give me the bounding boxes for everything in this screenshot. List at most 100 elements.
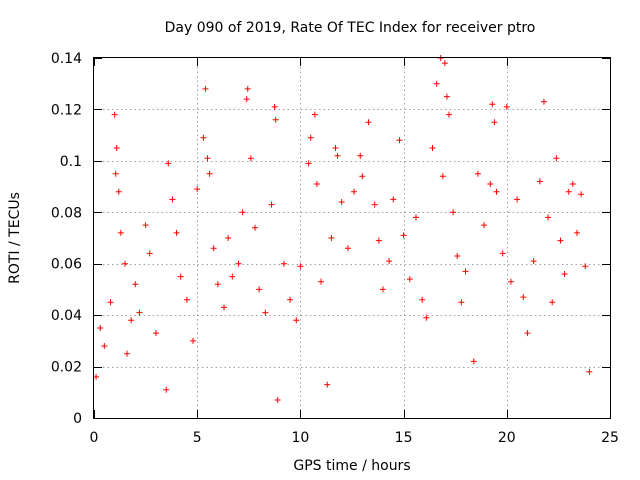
data-point	[489, 101, 496, 108]
data-point	[239, 209, 246, 216]
data-point	[204, 155, 211, 162]
data-point	[524, 330, 531, 337]
data-point	[206, 170, 213, 177]
data-point	[433, 80, 440, 87]
y-tick-label: 0.12	[51, 102, 82, 118]
y-tick-label: 0.08	[51, 205, 82, 221]
data-point	[573, 229, 580, 236]
data-point	[113, 145, 120, 151]
data-point	[545, 214, 552, 221]
data-point	[507, 278, 514, 285]
data-point	[578, 191, 585, 198]
data-point	[390, 196, 397, 203]
data-point	[443, 93, 450, 100]
data-point	[214, 281, 221, 288]
data-point	[318, 278, 325, 285]
data-point	[305, 160, 312, 167]
data-point	[491, 119, 498, 126]
data-point	[165, 160, 172, 167]
data-point	[142, 222, 149, 229]
data-point	[210, 245, 217, 252]
data-point	[400, 232, 407, 239]
x-tick-label: 0	[90, 430, 99, 446]
data-point	[462, 268, 469, 275]
data-point	[359, 173, 366, 180]
data-point	[136, 309, 143, 316]
data-point	[540, 98, 547, 105]
data-point	[271, 103, 278, 110]
data-point	[557, 237, 564, 244]
data-point	[262, 309, 269, 316]
data-point	[221, 304, 228, 311]
data-point	[152, 330, 159, 337]
data-point	[582, 263, 589, 270]
data-point	[287, 296, 294, 303]
data-point	[124, 350, 131, 357]
y-axis-title: ROTI / TECUs	[7, 192, 23, 284]
y-tick-label: 0.04	[51, 308, 82, 324]
data-point	[487, 181, 494, 187]
data-point	[280, 260, 287, 267]
axis-ticks	[94, 58, 611, 419]
data-point	[146, 250, 153, 257]
x-tick-label: 20	[498, 430, 516, 446]
data-point	[454, 253, 461, 259]
data-point	[177, 273, 184, 280]
data-point	[272, 116, 279, 123]
y-tick-label: 0.14	[51, 51, 82, 67]
data-point	[499, 250, 506, 257]
x-tick-label: 15	[395, 430, 413, 446]
data-point	[169, 196, 176, 203]
data-point	[97, 325, 104, 331]
data-point	[569, 181, 576, 187]
data-point	[386, 258, 393, 265]
data-point	[243, 96, 250, 103]
data-point	[200, 134, 207, 141]
data-point	[132, 281, 139, 288]
data-point	[586, 368, 593, 375]
data-point	[202, 85, 209, 92]
data-point	[439, 173, 446, 180]
data-point	[163, 386, 170, 393]
data-point	[396, 137, 403, 144]
y-tick-label: 0.06	[51, 257, 82, 273]
data-point	[101, 343, 108, 349]
data-point	[307, 134, 314, 141]
data-point	[446, 111, 453, 118]
x-axis-title: GPS time / hours	[293, 458, 410, 474]
data-point	[112, 170, 119, 177]
data-point	[344, 245, 351, 252]
data-point	[493, 188, 500, 195]
data-point	[423, 314, 430, 321]
data-point	[429, 145, 436, 151]
data-point	[247, 155, 254, 162]
data-point	[470, 358, 477, 365]
data-point	[412, 214, 419, 221]
data-point	[128, 317, 135, 324]
data-point	[111, 111, 118, 118]
data-point	[293, 317, 300, 324]
data-point	[338, 199, 345, 205]
data-point	[450, 209, 457, 216]
data-point	[225, 235, 232, 241]
data-point	[458, 299, 465, 306]
data-point	[297, 263, 304, 270]
data-point	[536, 178, 543, 185]
data-point	[194, 186, 201, 193]
y-tick-label: 0.02	[51, 360, 82, 376]
data-point	[251, 224, 258, 231]
data-point	[235, 260, 242, 267]
data-point	[274, 397, 281, 403]
data-point	[375, 237, 382, 244]
data-point	[313, 181, 320, 187]
data-point	[311, 111, 318, 118]
chart-title: Day 090 of 2019, Rate Of TEC Index for r…	[165, 20, 536, 36]
data-point	[229, 273, 236, 280]
data-point	[441, 60, 448, 67]
data-point	[244, 85, 251, 92]
data-points	[93, 55, 593, 403]
data-point	[371, 201, 378, 208]
data-point	[379, 286, 386, 293]
data-point	[334, 152, 341, 159]
